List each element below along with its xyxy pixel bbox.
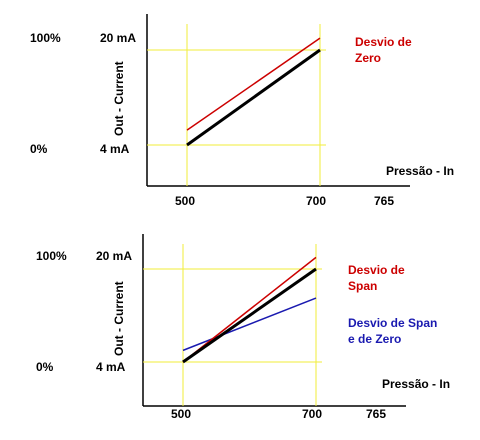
y-axis-label: Out - Current [112,281,126,356]
guide-lines [147,24,326,186]
annotation-e-de-zero: e de Zero [348,332,401,346]
y-tick-20ma: 20 mA [96,249,132,263]
y-axis-label: Out - Current [112,61,126,136]
y-percent-bottom: 0% [30,142,48,156]
x-tick-500: 500 [175,194,195,208]
y-percent-top: 100% [30,31,61,45]
x-tick-765: 765 [366,407,386,421]
chart-zero-deviation: 100% 0% 20 mA 4 mA Out - Current Pressão… [30,14,454,208]
annotation-desvio-de-span: Desvio de Span [348,316,437,330]
series-group [186,37,321,147]
y-tick-4ma: 4 mA [100,142,130,156]
y-tick-4ma: 4 mA [96,360,126,374]
x-tick-700: 700 [302,407,322,421]
x-axis-label: Pressão - In [386,164,454,178]
x-tick-700: 700 [306,194,326,208]
annotation-zero: Zero [355,51,381,65]
y-percent-bottom: 0% [36,360,54,374]
y-percent-top: 100% [36,249,67,263]
x-axis-label: Pressão - In [382,377,450,391]
y-tick-20ma: 20 mA [100,31,136,45]
chart-span-deviation: 100% 0% 20 mA 4 mA Out - Current Pressão… [36,234,450,421]
series-line-desvio-de-span-e-de-zero [182,297,317,352]
series-line-desvio-de-zero [186,37,321,131]
annotation-span: Span [348,279,377,293]
series-line-ideal [186,48,321,147]
annotation-desvio-de: Desvio de [355,35,412,49]
series-group [182,256,317,364]
x-tick-500: 500 [171,407,191,421]
series-line-ideal [182,267,317,364]
x-tick-765: 765 [374,194,394,208]
series-line-desvio-de-span [182,256,317,363]
guide-lines [143,244,322,406]
annotation-desvio-de: Desvio de [348,263,405,277]
